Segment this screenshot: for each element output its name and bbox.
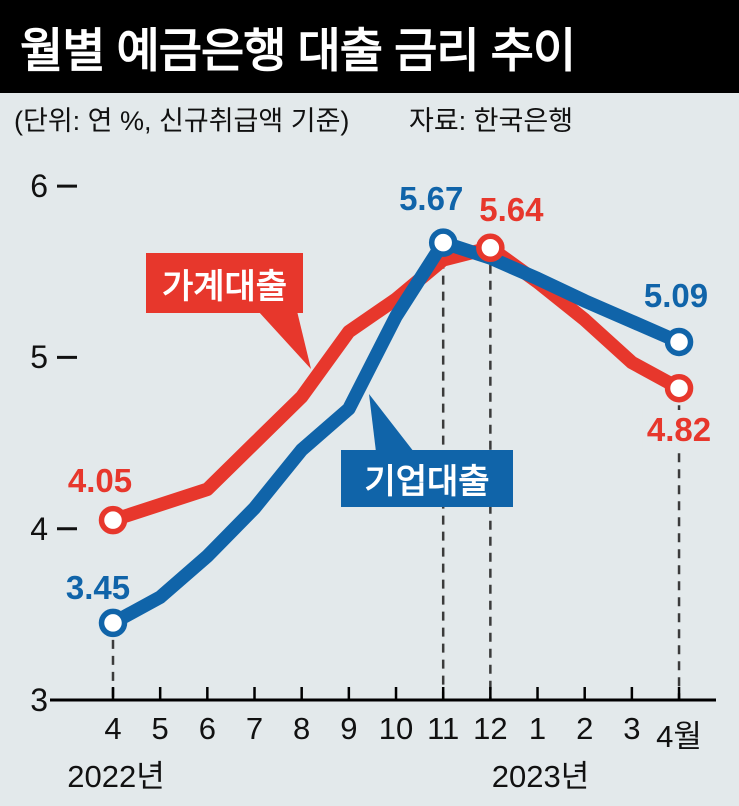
- data-point-dot: [476, 233, 505, 263]
- data-point-dot: [98, 505, 128, 535]
- data-point-dot: [664, 373, 694, 403]
- title-banner: 월별 예금은행 대출 금리 추이: [0, 0, 739, 93]
- data-point-dot: [664, 327, 694, 357]
- subtitle-row: (단위: 연 %, 신규취급액 기준) 자료: 한국은행: [0, 99, 739, 136]
- legend-callout-household-loans: 가계대출: [146, 253, 303, 313]
- legend-callout-corporate-loans: 기업대출: [341, 450, 513, 507]
- unit-note: (단위: 연 %, 신규취급액 기준): [14, 106, 350, 136]
- callout-tail-household: [258, 311, 311, 369]
- legend-label-corporate: 기업대출: [364, 463, 490, 501]
- data-point-dot: [428, 228, 458, 257]
- series-line-corporate: [106, 235, 686, 630]
- data-point-dot: [98, 608, 128, 638]
- callout-tail-corporate: [369, 394, 414, 452]
- page-title: 월별 예금은행 대출 금리 추이: [20, 24, 576, 77]
- source-note: 자료: 한국은행: [409, 106, 574, 136]
- legend-label-household: 가계대출: [161, 267, 288, 306]
- series-line-household: [106, 241, 686, 527]
